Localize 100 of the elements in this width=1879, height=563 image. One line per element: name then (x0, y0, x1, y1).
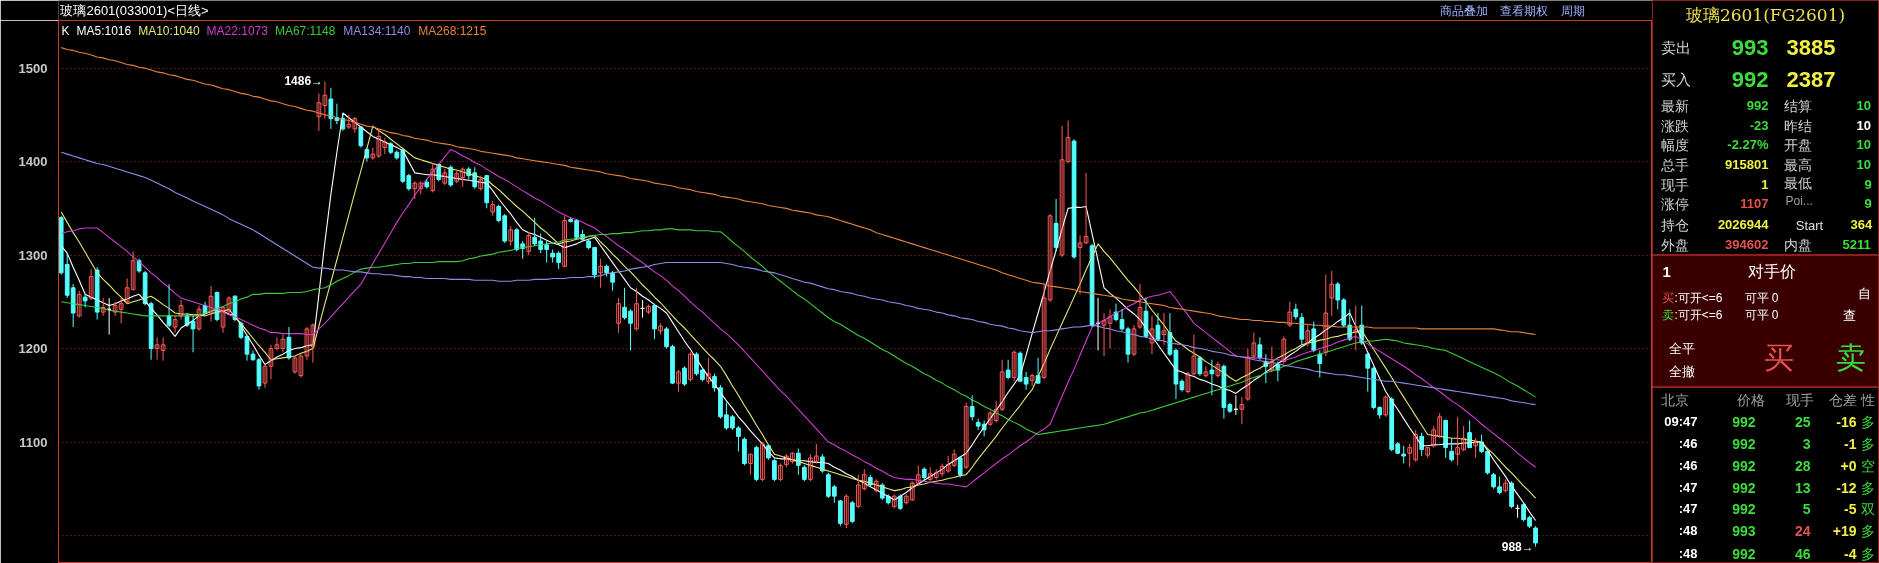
text: 持仓 (1660, 216, 1689, 233)
text: 9 (1864, 177, 1872, 192)
text: 总手 (1659, 156, 1689, 173)
text: 现手 (1660, 176, 1689, 193)
text: 10 (1856, 137, 1871, 152)
text: 卖出 (1660, 39, 1691, 56)
text: 394602 (1725, 237, 1769, 252)
text: 内盘 (1783, 236, 1812, 253)
text: -2.27% (1727, 137, 1769, 152)
text: :48 (1678, 523, 1698, 538)
text: 可平 0 (1744, 307, 1779, 322)
text: 多 (1860, 435, 1875, 452)
y-tick-label: 1100 (19, 434, 48, 450)
text: 性 (1859, 391, 1875, 408)
text: 992 (1746, 98, 1769, 113)
text: -1 (1844, 435, 1857, 452)
text: 915801 (1725, 157, 1769, 172)
text: 24 (1794, 522, 1811, 539)
text: 992 (1732, 500, 1756, 517)
text: +0 (1840, 457, 1857, 474)
text: 外盘 (1660, 236, 1689, 253)
text: :可开<=6 (1674, 290, 1723, 305)
y-tick-label: 1500 (18, 60, 48, 76)
text: 卖 (1835, 341, 1866, 374)
text: :46 (1678, 436, 1698, 451)
text: 09:47 (1664, 414, 1698, 429)
text: 46 (1794, 545, 1811, 562)
text: 364 (1850, 217, 1873, 232)
text: 涨跌 (1660, 117, 1689, 134)
text: 最新 (1660, 97, 1689, 114)
text: 买入 (1660, 71, 1691, 88)
text: :可开<=6 (1674, 307, 1723, 322)
y-tick-label: 1200 (18, 341, 48, 357)
text: 双 (1860, 500, 1875, 517)
text: 全撤 (1668, 364, 1695, 379)
text: 3 (1802, 435, 1811, 452)
text: MA5:1016 (76, 23, 132, 38)
text: 自 (1857, 286, 1871, 301)
annotation: 988→ (1501, 539, 1534, 554)
text: 结算 (1783, 97, 1812, 114)
text: 9 (1864, 196, 1872, 211)
text: -23 (1749, 118, 1769, 133)
text: 多 (1860, 413, 1875, 430)
text: 最低 (1783, 174, 1812, 191)
text: 涨停 (1660, 195, 1689, 212)
text: 992 (1732, 413, 1756, 430)
text: 空 (1860, 457, 1875, 474)
text: 2026944 (1717, 217, 1770, 232)
text: -16 (1836, 413, 1857, 430)
y-tick-label: 1300 (18, 247, 48, 263)
text: 992 (1732, 479, 1756, 496)
text: 10 (1856, 157, 1871, 172)
text: 开盘 (1783, 136, 1812, 153)
text: 28 (1794, 457, 1811, 474)
text: 对手价 (1747, 263, 1796, 280)
text: MA268:1215 (418, 23, 487, 38)
text: 仓差 (1828, 391, 1857, 408)
text: 查 (1843, 308, 1856, 323)
text: 25 (1794, 413, 1811, 430)
annotation: 1486→ (284, 74, 324, 89)
text: 买 (1661, 290, 1674, 305)
text: 昨结 (1783, 117, 1812, 134)
text: 卖 (1661, 307, 1674, 322)
text: -12 (1836, 479, 1857, 496)
text: 最高 (1783, 156, 1812, 173)
text: :47 (1678, 501, 1698, 516)
text: :47 (1678, 480, 1698, 495)
text: 查看期权 (1500, 3, 1549, 18)
text: 10 (1856, 118, 1871, 133)
text: 1 (1662, 262, 1671, 280)
text: 多 (1860, 479, 1875, 496)
chart-title: 玻璃2601(033001)<日线> (60, 3, 209, 18)
text: 992 (1732, 457, 1756, 474)
text: 992 (1732, 435, 1756, 452)
text: 3885 (1786, 35, 1836, 60)
text: 周期 (1560, 3, 1585, 18)
y-tick-label: 1400 (18, 154, 48, 170)
text: :46 (1678, 458, 1698, 473)
text: 价格 (1735, 391, 1765, 408)
text: MA67:1148 (274, 23, 336, 38)
text: 幅度 (1660, 136, 1689, 153)
text: Start (1795, 218, 1824, 233)
text: 现手 (1785, 391, 1814, 408)
text: 北京 (1660, 391, 1689, 408)
text: 可平 0 (1744, 290, 1779, 305)
text: 1 (1761, 177, 1769, 192)
text: 10 (1856, 98, 1871, 113)
text: 多 (1860, 545, 1875, 562)
text: +19 (1832, 522, 1857, 539)
text: 13 (1794, 479, 1811, 496)
text: 1107 (1740, 196, 1769, 211)
text: 2387 (1786, 67, 1836, 92)
text: :48 (1678, 546, 1698, 561)
text: 5211 (1842, 237, 1871, 252)
text: MA10:1040 (138, 23, 200, 38)
text: 买 (1763, 341, 1794, 374)
text: 多 (1860, 522, 1875, 539)
annotation: K (61, 23, 70, 38)
text: 5 (1802, 500, 1811, 517)
text: 993 (1732, 522, 1756, 539)
